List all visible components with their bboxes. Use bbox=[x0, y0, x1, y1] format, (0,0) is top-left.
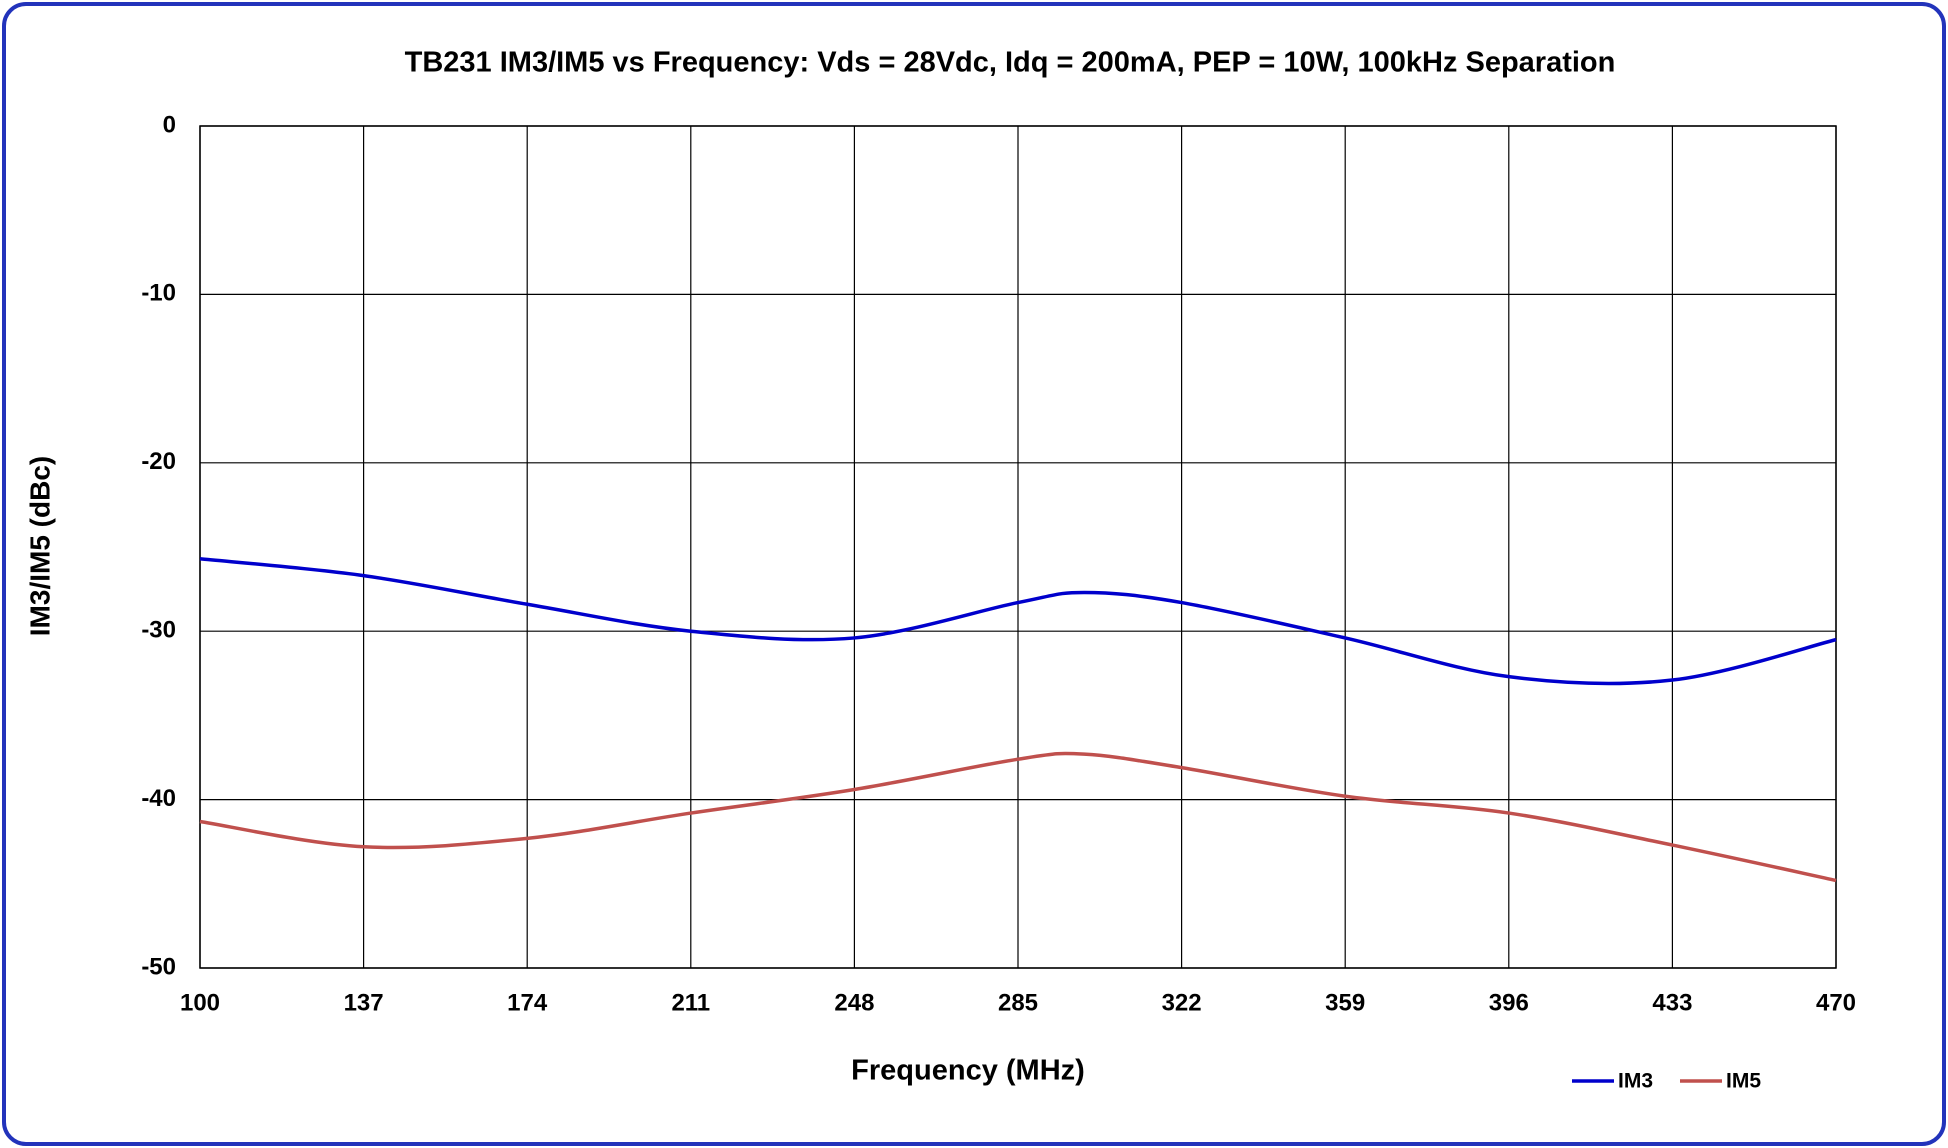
x-tick-label: 211 bbox=[671, 989, 710, 1016]
chart-title: TB231 IM3/IM5 vs Frequency: Vds = 28Vdc,… bbox=[405, 47, 1616, 79]
x-tick-label: 359 bbox=[1325, 989, 1365, 1016]
y-axis-label: IM3/IM5 (dBc) bbox=[24, 456, 55, 636]
series-line bbox=[199, 751, 1837, 883]
y-tick-label: -10 bbox=[141, 280, 176, 307]
x-tick-label: 248 bbox=[834, 989, 874, 1016]
x-tick-label: 322 bbox=[1162, 989, 1202, 1016]
y-tick-label: 0 bbox=[163, 111, 176, 138]
series-line bbox=[199, 557, 1837, 686]
x-tick-label: 100 bbox=[180, 989, 220, 1016]
y-tick-label: -30 bbox=[141, 617, 176, 644]
x-tick-label: 470 bbox=[1816, 989, 1856, 1016]
y-tick-label: -20 bbox=[141, 448, 176, 475]
x-tick-label: 433 bbox=[1652, 989, 1692, 1016]
x-tick-label: 396 bbox=[1489, 989, 1529, 1016]
x-tick-label: 137 bbox=[344, 989, 384, 1016]
y-tick-label: -40 bbox=[141, 785, 176, 812]
y-tick-label: -50 bbox=[141, 953, 176, 980]
x-tick-label: 174 bbox=[507, 989, 548, 1016]
x-tick-label: 285 bbox=[998, 989, 1038, 1016]
legend-label: IM3 bbox=[1618, 1070, 1653, 1093]
legend-label: IM5 bbox=[1726, 1070, 1761, 1093]
x-axis-label: Frequency (MHz) bbox=[851, 1055, 1085, 1087]
